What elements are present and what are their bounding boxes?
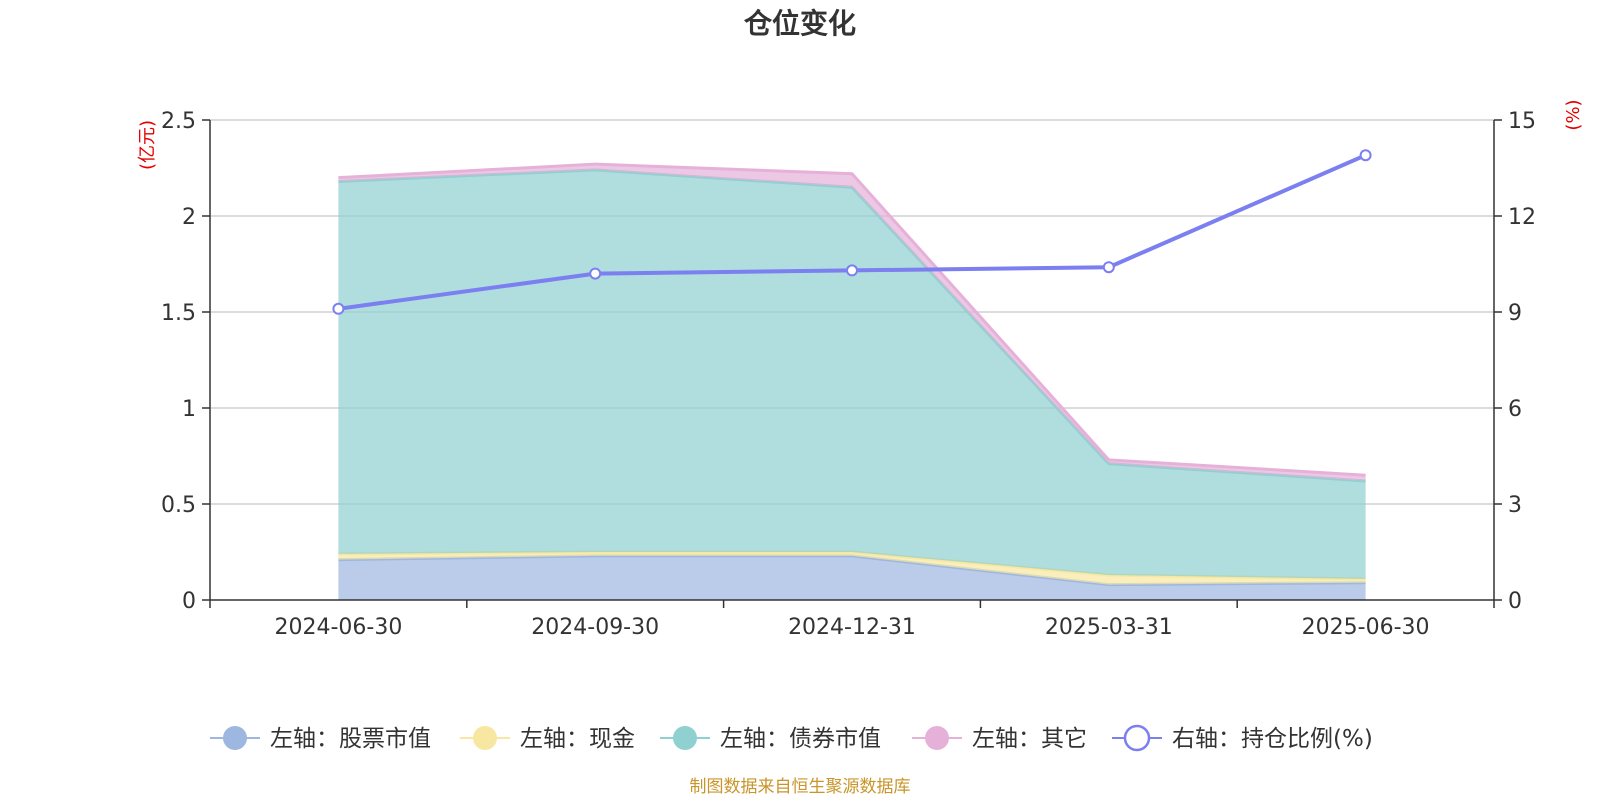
right-tick-label: 12 [1508,205,1536,230]
right-tick-label: 6 [1508,397,1522,422]
area-series-3 [338,169,1366,579]
legend-label: 左轴：其它 [972,726,1087,752]
legend-marker [1123,724,1151,752]
ratio-point [846,264,858,277]
ratio-point [1102,261,1115,274]
left-tick-label: 2 [182,205,196,230]
legend[interactable]: 左轴：股票市值 左轴：现金 左轴：债券市值 左轴：其它 右轴：持仓比例(%) [210,724,1373,752]
right-axis-unit: (%) [1563,99,1584,130]
legend-label: 左轴：现金 [520,726,635,752]
right-tick-label: 3 [1508,493,1522,518]
left-tick-label: 2.5 [161,109,196,134]
legend-label: 右轴：持仓比例(%) [1172,726,1373,752]
right-tick-label: 15 [1508,109,1536,134]
legend-marker [673,726,697,750]
legend-marker [223,726,247,750]
ratio-point [589,267,602,280]
left-tick-label: 0 [182,589,196,614]
x-tick-label: 2025-06-30 [1302,615,1430,640]
ratio-point [1359,149,1372,162]
area-edge-series-4 [338,162,1366,477]
legend-item[interactable]: 左轴：股票市值 [210,726,431,752]
legend-marker [925,726,949,750]
x-tick-label: 2024-12-31 [788,615,916,640]
source-note: 制图数据来自恒生聚源数据库 [690,777,911,797]
legend-item[interactable]: 左轴：其它 [912,726,1087,752]
left-axis-unit: (亿元) [137,120,158,170]
legend-item[interactable]: 左轴：债券市值 [660,726,881,752]
area-series-1 [338,555,1366,600]
legend-label: 左轴：债券市值 [720,726,881,752]
legend-item[interactable]: 左轴：现金 [460,726,635,752]
ratio-point [332,302,345,315]
left-tick-label: 1.5 [161,301,196,326]
chart-title: 仓位变化 [744,7,856,40]
left-tick-label: 1 [182,397,196,422]
legend-item[interactable]: 右轴：持仓比例(%) [1112,724,1373,752]
axes: 2024-06-30 2024-09-30 2024-12-31 2025-03-31… [161,109,1536,640]
ratio-line [332,149,1372,315]
legend-marker [473,726,497,750]
x-tick-label: 2024-06-30 [274,615,402,640]
legend-label: 左轴：股票市值 [270,726,431,752]
x-tick-label: 2024-09-30 [531,615,659,640]
right-tick-label: 9 [1508,301,1522,326]
left-tick-label: 0.5 [161,493,196,518]
stacked-areas [338,162,1366,600]
x-tick-label: 2025-03-31 [1045,615,1173,640]
right-tick-label: 0 [1508,589,1522,614]
